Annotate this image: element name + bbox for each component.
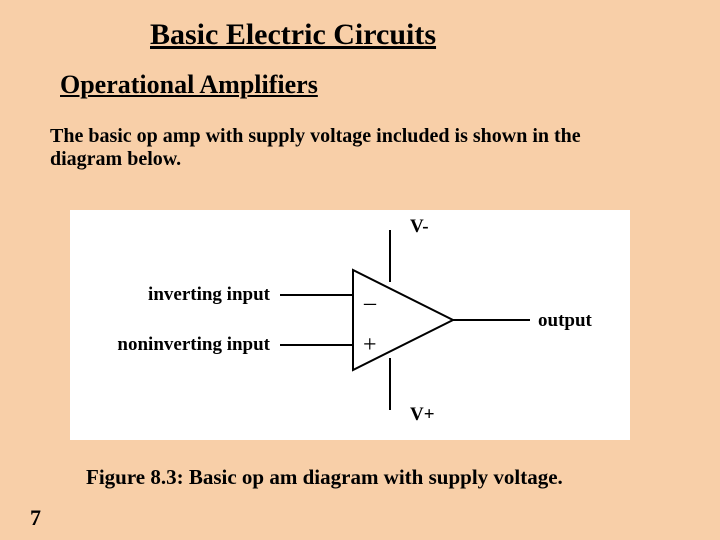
minus-sign: _ bbox=[363, 282, 377, 308]
page-number: 7 bbox=[30, 505, 41, 531]
opamp-svg: _ + inverting input noninverting input outpu… bbox=[70, 210, 630, 440]
plus-sign: + bbox=[363, 332, 377, 358]
label-noninverting: noninverting input bbox=[117, 334, 270, 355]
slide-body-text: The basic op amp with supply voltage inc… bbox=[50, 125, 610, 171]
label-v_plus: V+ bbox=[410, 404, 435, 425]
slide-subtitle: Operational Amplifiers bbox=[60, 70, 318, 100]
slide-title: Basic Electric Circuits bbox=[150, 18, 436, 52]
slide: Basic Electric Circuits Operational Ampl… bbox=[0, 0, 720, 540]
label-inverting: inverting input bbox=[148, 284, 271, 305]
figure-caption: Figure 8.3: Basic op am diagram with sup… bbox=[86, 465, 563, 490]
opamp-diagram: _ + inverting input noninverting input outpu… bbox=[70, 210, 630, 440]
label-output: output bbox=[538, 310, 593, 331]
label-v_minus: V- bbox=[410, 216, 429, 237]
